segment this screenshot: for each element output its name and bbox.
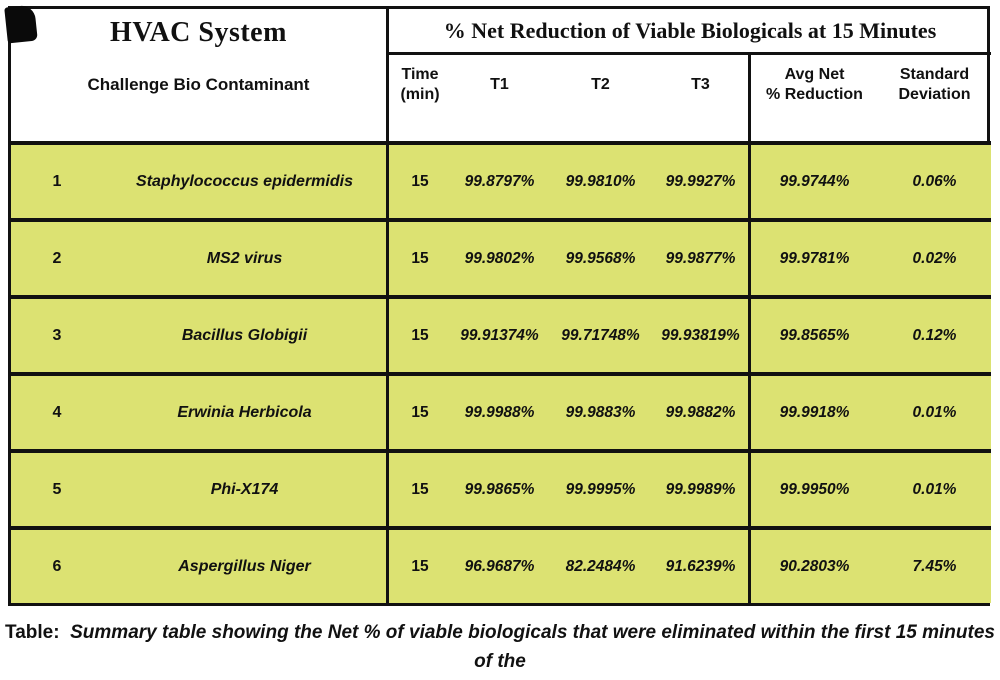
t2-cell: 99.9568% <box>548 218 653 295</box>
std-cell: 0.12% <box>878 295 991 372</box>
t3-cell: 99.9877% <box>653 218 748 295</box>
challenge-bio-contaminant-header: Challenge Bio Contaminant <box>87 75 310 94</box>
biologicals-reduction-table: HVAC System Challenge Bio Contaminant % … <box>8 6 991 606</box>
caption-text-line1: Summary table showing the Net % of viabl… <box>70 622 995 673</box>
avg-cell: 99.9950% <box>748 449 878 526</box>
row-number-cell: 1 <box>11 141 103 218</box>
std-cell: 0.01% <box>878 449 991 526</box>
t2-cell: 99.9883% <box>548 372 653 449</box>
contaminant-cell: MS2 virus <box>103 218 386 295</box>
std-cell: 0.02% <box>878 218 991 295</box>
t1-cell: 99.8797% <box>451 141 548 218</box>
std-header-line1: Standard <box>899 66 970 83</box>
time-cell: 15 <box>386 141 451 218</box>
avg-cell: 99.9744% <box>748 141 878 218</box>
std-cell: 0.06% <box>878 141 991 218</box>
net-reduction-title: % Net Reduction of Viable Biologicals at… <box>386 9 991 55</box>
avg-header-line2: % Reduction <box>766 86 863 103</box>
avg-cell: 99.9918% <box>748 372 878 449</box>
caption-label: Table: <box>5 622 60 643</box>
t1-cell: 99.9802% <box>451 218 548 295</box>
t3-column-header: T3 <box>691 76 710 93</box>
std-header-line2: Deviation <box>898 86 971 103</box>
std-cell: 0.01% <box>878 372 991 449</box>
t1-column-header: T1 <box>490 76 509 93</box>
table-caption: Table: Summary table showing the Net % o… <box>0 618 1000 680</box>
time-header-line1: Time <box>401 66 439 83</box>
contaminant-cell: Staphylococcus epidermidis <box>103 141 386 218</box>
std-cell: 7.45% <box>878 526 991 603</box>
header-left-cell: HVAC System Challenge Bio Contaminant <box>11 9 386 141</box>
t2-cell: 99.9995% <box>548 449 653 526</box>
time-header-line2: (min) <box>400 86 440 103</box>
t2-cell: 99.9810% <box>548 141 653 218</box>
t1-cell: 96.9687% <box>451 526 548 603</box>
t1-cell: 99.9988% <box>451 372 548 449</box>
t3-cell: 99.9927% <box>653 141 748 218</box>
hvac-system-title: HVAC System <box>110 17 287 48</box>
time-cell: 15 <box>386 218 451 295</box>
t3-cell: 99.93819% <box>653 295 748 372</box>
contaminant-cell: Erwinia Herbicola <box>103 372 386 449</box>
t2-cell: 82.2484% <box>548 526 653 603</box>
time-cell: 15 <box>386 372 451 449</box>
caption-line1: Table: Summary table showing the Net % o… <box>0 618 1000 677</box>
time-column-header: Time (min) <box>386 55 451 141</box>
time-cell: 15 <box>386 295 451 372</box>
t3-cell: 91.6239% <box>653 526 748 603</box>
time-cell: 15 <box>386 449 451 526</box>
row-number-cell: 6 <box>11 526 103 603</box>
avg-cell: 99.8565% <box>748 295 878 372</box>
row-number-cell: 2 <box>11 218 103 295</box>
row-number-cell: 4 <box>11 372 103 449</box>
contaminant-cell: Aspergillus Niger <box>103 526 386 603</box>
avg-net-reduction-column-header: Avg Net % Reduction <box>748 55 878 141</box>
row-number-cell: 5 <box>11 449 103 526</box>
contaminant-cell: Bacillus Globigii <box>103 295 386 372</box>
avg-cell: 99.9781% <box>748 218 878 295</box>
t1-cell: 99.91374% <box>451 295 548 372</box>
t3-cell: 99.9989% <box>653 449 748 526</box>
contaminant-cell: Phi-X174 <box>103 449 386 526</box>
avg-header-line1: Avg Net <box>784 66 845 83</box>
t2-column-header: T2 <box>591 76 610 93</box>
t2-cell: 99.71748% <box>548 295 653 372</box>
row-number-cell: 3 <box>11 295 103 372</box>
avg-cell: 90.2803% <box>748 526 878 603</box>
time-cell: 15 <box>386 526 451 603</box>
t1-cell: 99.9865% <box>451 449 548 526</box>
t3-cell: 99.9882% <box>653 372 748 449</box>
standard-deviation-column-header: Standard Deviation <box>878 55 991 141</box>
